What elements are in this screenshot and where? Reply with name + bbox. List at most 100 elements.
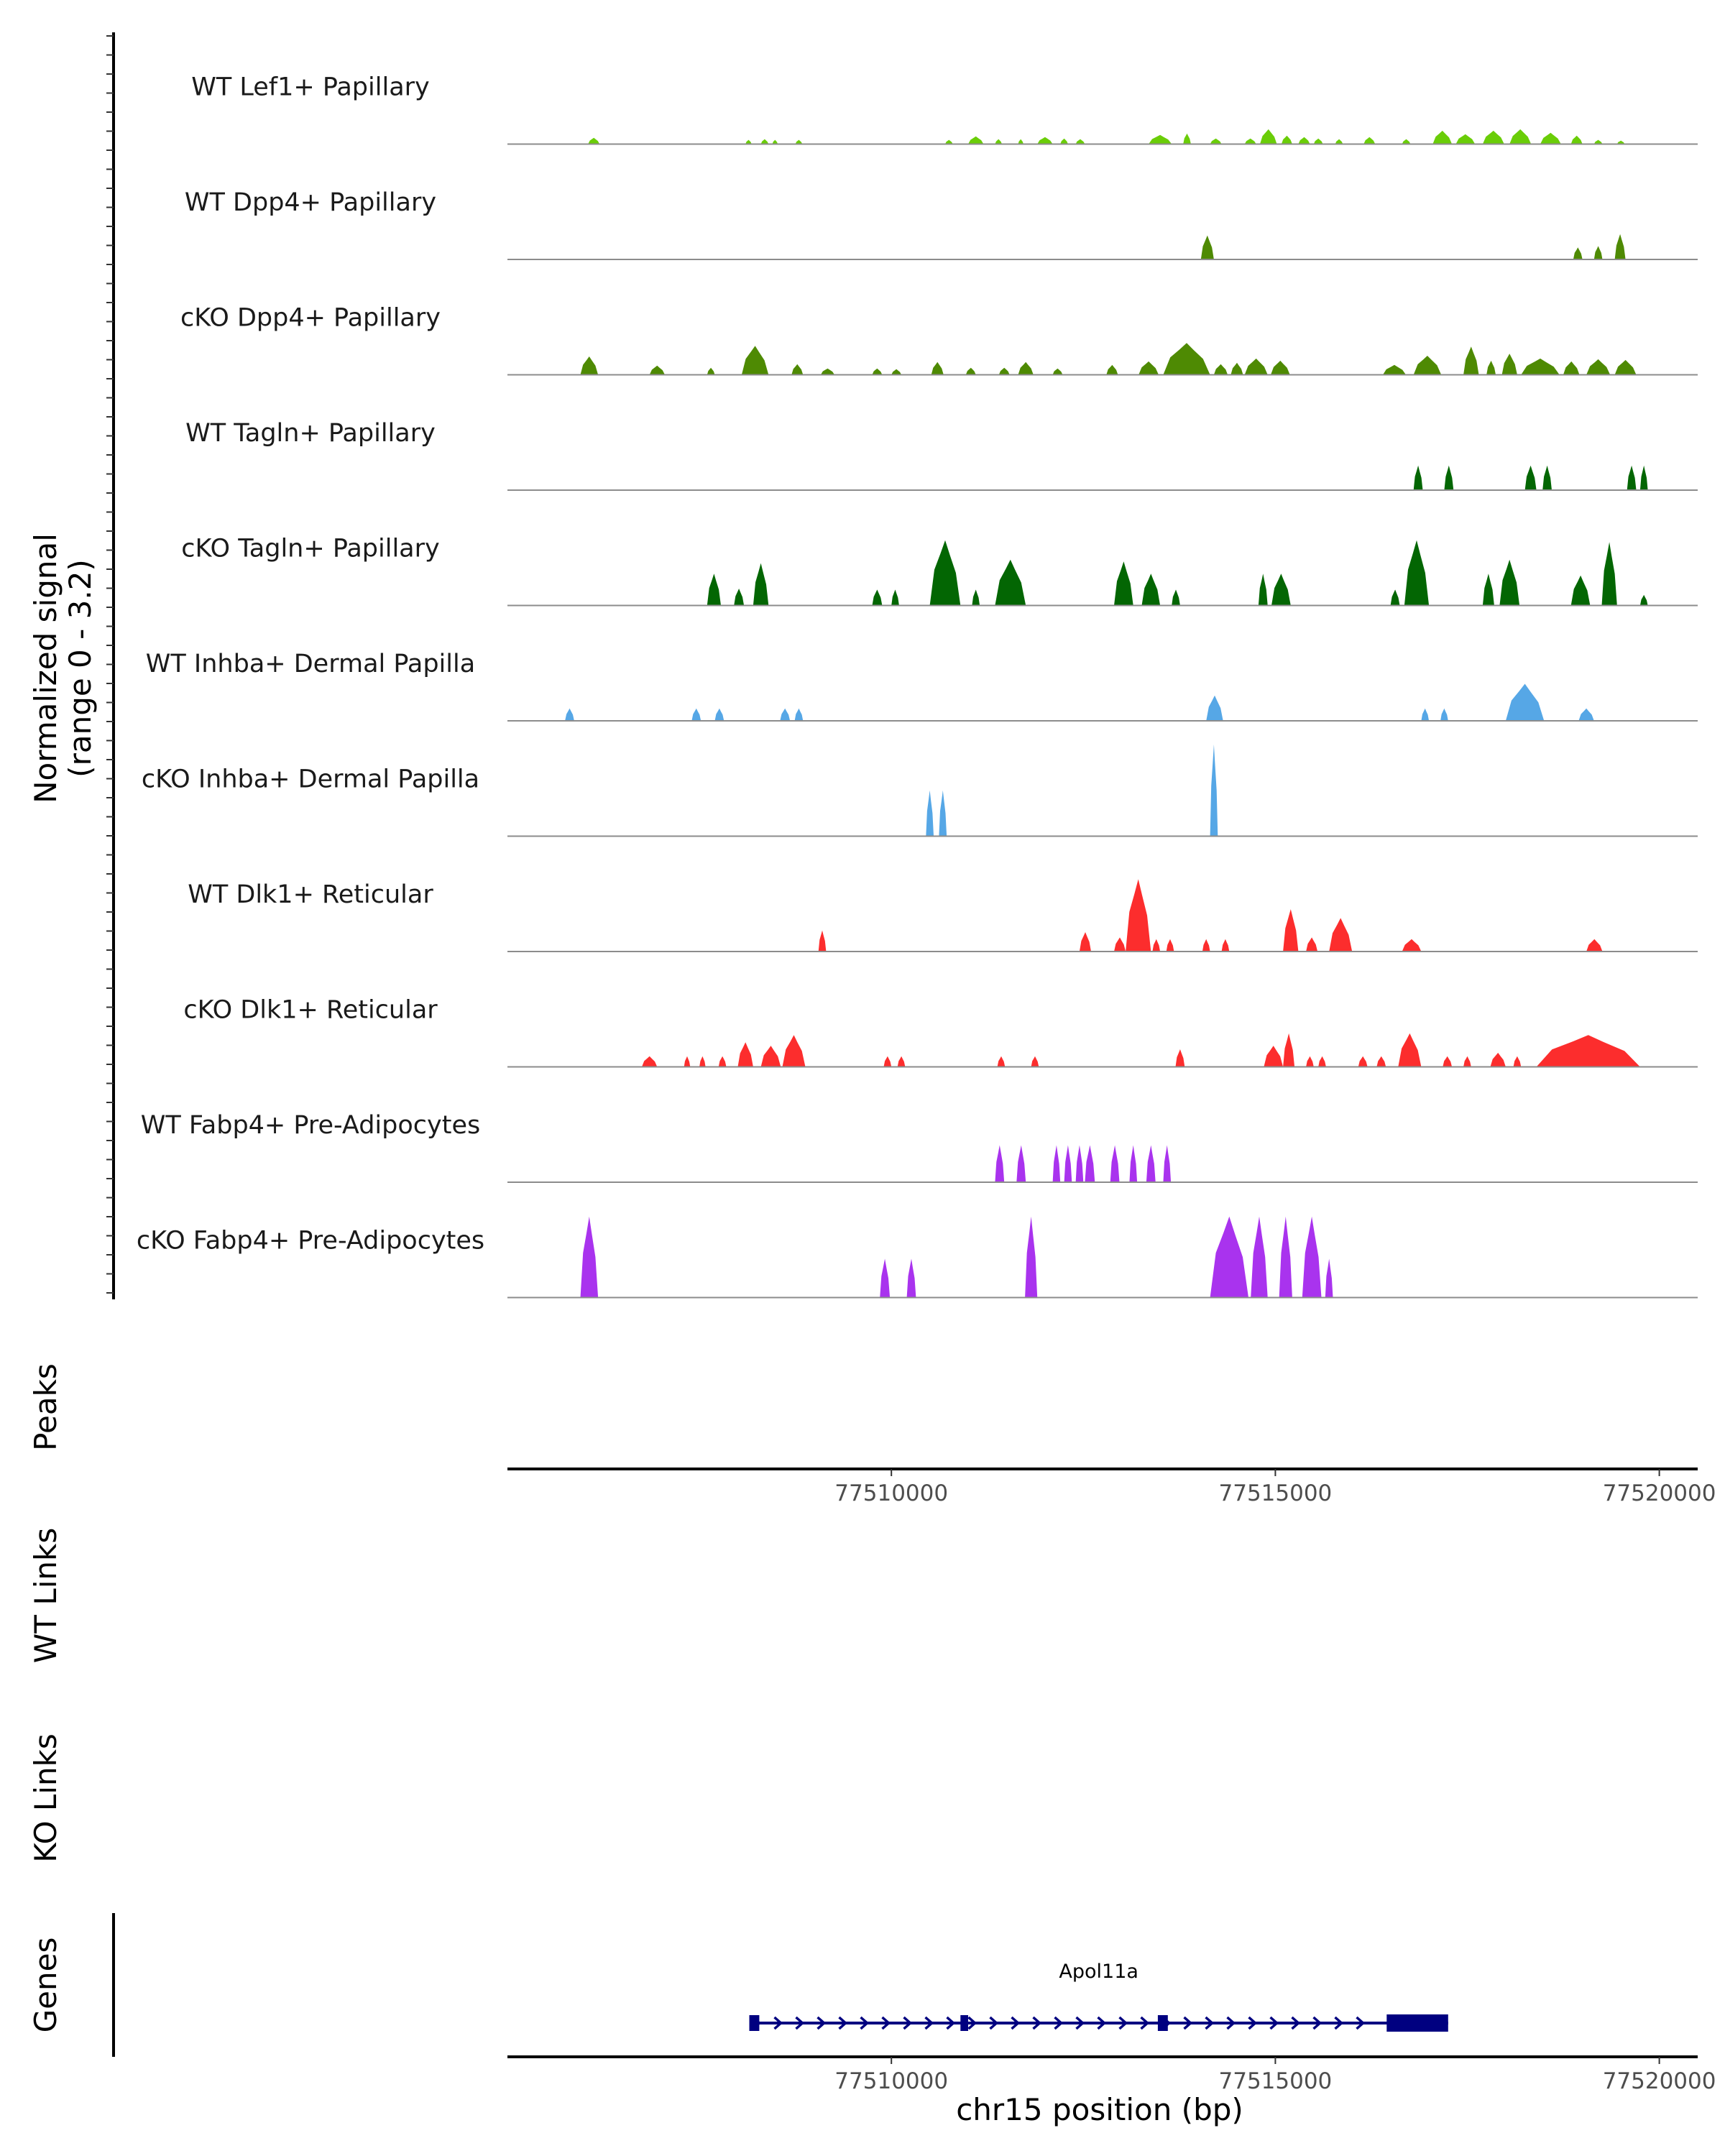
coverage-peak <box>1440 708 1448 721</box>
coverage-track: WT Fabp4+ Pre-Adipocytes <box>141 1111 1698 1183</box>
coverage-peak <box>718 1056 727 1067</box>
coverage-peak <box>580 1216 599 1298</box>
coverage-peak <box>1455 134 1476 144</box>
coverage-peak <box>968 136 984 144</box>
coverage-peak <box>1444 465 1454 490</box>
coverage-peak <box>707 367 715 375</box>
strand-arrow <box>924 2016 934 2030</box>
y-axis-title-line1: Normalized signal <box>28 533 63 803</box>
strand-arrow <box>1032 2016 1042 2030</box>
coverage-peak <box>1570 575 1591 606</box>
coverage-peak <box>1172 589 1180 606</box>
coverage-peak <box>1524 465 1537 490</box>
coverage-track: cKO Dpp4+ Papillary <box>180 304 1698 376</box>
coverage-peak <box>1482 573 1494 606</box>
coverage-peak <box>714 708 724 721</box>
coverage-peak <box>741 346 769 375</box>
coverage-peak <box>1358 1056 1368 1067</box>
coverage-peak <box>1064 1145 1072 1182</box>
coverage-peak <box>1221 939 1230 952</box>
coverage-peak <box>1390 589 1400 606</box>
coverage-track: cKO Dlk1+ Reticular <box>183 996 1698 1068</box>
gene-exon <box>749 2015 760 2031</box>
coverage-peak <box>1138 361 1159 375</box>
coverage-peak <box>791 364 804 375</box>
coverage-peak <box>995 1145 1005 1182</box>
strand-arrow <box>1248 2016 1258 2030</box>
coverage-peak <box>684 1056 691 1067</box>
coverage-track: WT Dpp4+ Papillary <box>185 188 1698 260</box>
coverage-peak <box>734 589 745 606</box>
coverage-peak <box>998 367 1010 375</box>
coverage-peak <box>649 365 665 375</box>
coverage-track: cKO Inhba+ Dermal Papilla <box>142 744 1698 837</box>
coverage-peak <box>1540 132 1561 144</box>
coverage-peak <box>1183 133 1191 144</box>
genes-panel-title: Genes <box>28 1938 63 2033</box>
coverage-peak <box>1614 359 1637 375</box>
coverage-peak <box>931 361 944 375</box>
coverage-peak <box>1129 1145 1138 1182</box>
coverage-peak <box>997 1056 1006 1067</box>
coverage-peak <box>1413 465 1423 490</box>
coverage-peak <box>1627 465 1637 490</box>
track-label: cKO Tagln+ Papillary <box>181 535 440 563</box>
strand-arrow <box>1291 2016 1301 2030</box>
coverage-peak <box>1363 137 1376 144</box>
x-tick-label: 77520000 <box>1603 1480 1716 1506</box>
coverage-peak <box>1271 360 1290 375</box>
coverage-peak <box>1313 138 1323 144</box>
coverage-peak <box>1202 939 1210 952</box>
strand-arrow <box>903 2016 913 2030</box>
coverage-peak <box>753 563 769 606</box>
coverage-peak <box>1260 129 1277 144</box>
x-axis-title: chr15 position (bp) <box>956 2092 1243 2127</box>
strand-arrow <box>881 2016 891 2030</box>
coverage-peak <box>565 708 574 721</box>
strand-arrow <box>1205 2016 1215 2030</box>
coverage-peak <box>699 1056 706 1067</box>
coverage-peak <box>1593 139 1603 144</box>
coverage-peak <box>760 1046 781 1067</box>
coverage-peak <box>1586 939 1603 952</box>
coverage-peak <box>1335 139 1343 144</box>
strand-arrow <box>816 2016 827 2030</box>
coverage-track: WT Inhba+ Dermal Papilla <box>146 650 1698 722</box>
wt-links-panel-title: WT Links <box>28 1528 63 1663</box>
coverage-peak <box>1166 939 1174 952</box>
coverage-peak <box>588 137 600 144</box>
coverage-peak <box>1402 939 1422 952</box>
strand-arrow <box>773 2016 783 2030</box>
x-tick-label: 77520000 <box>1603 2068 1716 2094</box>
coverage-peak <box>1126 879 1151 952</box>
strand-arrow <box>967 2016 978 2030</box>
coverage-peak <box>580 356 599 375</box>
coverage-peak <box>872 368 883 375</box>
coverage-peak <box>1513 1056 1522 1067</box>
strand-arrow <box>1118 2016 1128 2030</box>
coverage-peak <box>745 139 752 144</box>
coverage-peak <box>1279 1216 1292 1298</box>
coverage-peak <box>1383 364 1406 375</box>
coverage-peak <box>1075 139 1085 144</box>
coverage-peak <box>1085 1145 1095 1182</box>
coverage-peak <box>1210 744 1218 837</box>
coverage-peak <box>1037 137 1053 144</box>
peaks-panel-title: Peaks <box>28 1363 63 1451</box>
coverage-peak <box>995 139 1002 144</box>
coverage-peak <box>1025 1216 1038 1298</box>
genes-x-axis: 77510000 77515000 77520000 <box>507 2055 1716 2094</box>
coverage-peak <box>1106 364 1118 375</box>
strand-arrow <box>1054 2016 1064 2030</box>
coverage-peak <box>1110 1145 1120 1182</box>
coverage-peak <box>1152 939 1161 952</box>
coverage-peak <box>1210 138 1222 144</box>
track-label: cKO Inhba+ Dermal Papilla <box>142 765 479 794</box>
x-tick-label: 77515000 <box>1219 2068 1333 2094</box>
coverage-peak <box>1593 246 1603 259</box>
strand-arrow <box>1183 2016 1193 2030</box>
track-label: cKO Dlk1+ Reticular <box>183 996 438 1025</box>
coverage-peak <box>1264 1046 1284 1067</box>
track-label: WT Dpp4+ Papillary <box>185 188 436 217</box>
coverage-peak <box>1271 573 1291 606</box>
